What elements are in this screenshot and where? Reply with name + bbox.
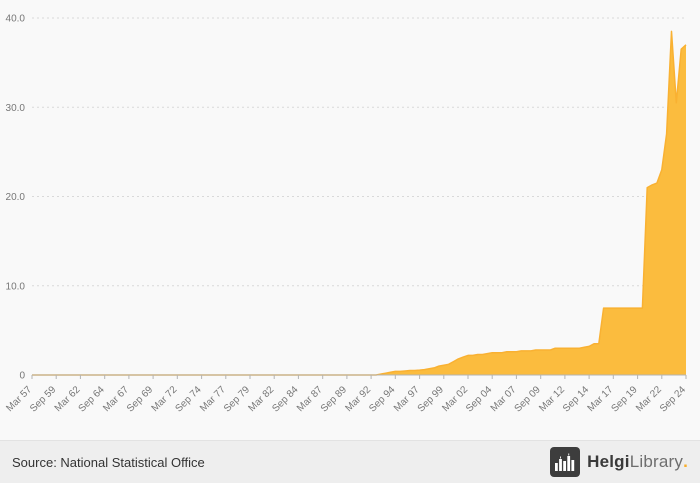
svg-text:Sep 09: Sep 09 <box>513 384 543 414</box>
svg-text:Sep 24: Sep 24 <box>658 384 688 414</box>
logo-text-helgi: Helgi <box>587 452 630 471</box>
source-text: Source: National Statistical Office <box>12 454 205 470</box>
helgilibrary-logo[interactable]: HelgiLibrary. <box>550 447 688 477</box>
footer: Source: National Statistical Office Helg… <box>0 440 700 483</box>
chart-svg-host: 0 10.0 20.0 30.0 40.0 Mar 57 Sep 59 Mar 62 Sep 6… <box>4 14 688 415</box>
svg-text:Sep 99: Sep 99 <box>416 384 446 414</box>
svg-text:Sep 84: Sep 84 <box>270 384 300 414</box>
svg-text:Sep 89: Sep 89 <box>319 384 349 414</box>
svg-text:Sep 79: Sep 79 <box>222 384 252 414</box>
svg-text:Sep 04: Sep 04 <box>464 384 494 414</box>
helgilibrary-logo-icon <box>550 447 581 477</box>
svg-text:10.0: 10.0 <box>6 281 26 292</box>
svg-text:Sep 64: Sep 64 <box>77 384 107 414</box>
svg-text:Sep 14: Sep 14 <box>561 384 591 414</box>
svg-text:Sep 74: Sep 74 <box>174 384 204 414</box>
svg-text:Sep 94: Sep 94 <box>367 384 397 414</box>
svg-text:20.0: 20.0 <box>6 192 26 203</box>
logo-text-dot: . <box>683 452 688 471</box>
helgilibrary-logo-text: HelgiLibrary. <box>587 452 688 472</box>
svg-text:0: 0 <box>19 371 25 382</box>
svg-text:Sep 19: Sep 19 <box>610 384 640 414</box>
svg-text:Sep 59: Sep 59 <box>28 384 58 414</box>
area-chart: 0 10.0 20.0 30.0 40.0 Mar 57 Sep 59 Mar 62 Sep 6… <box>4 13 689 415</box>
svg-text:Sep 69: Sep 69 <box>125 384 155 414</box>
svg-text:40.0: 40.0 <box>6 14 26 25</box>
svg-text:30.0: 30.0 <box>6 103 26 114</box>
logo-text-library: Library <box>629 452 684 471</box>
